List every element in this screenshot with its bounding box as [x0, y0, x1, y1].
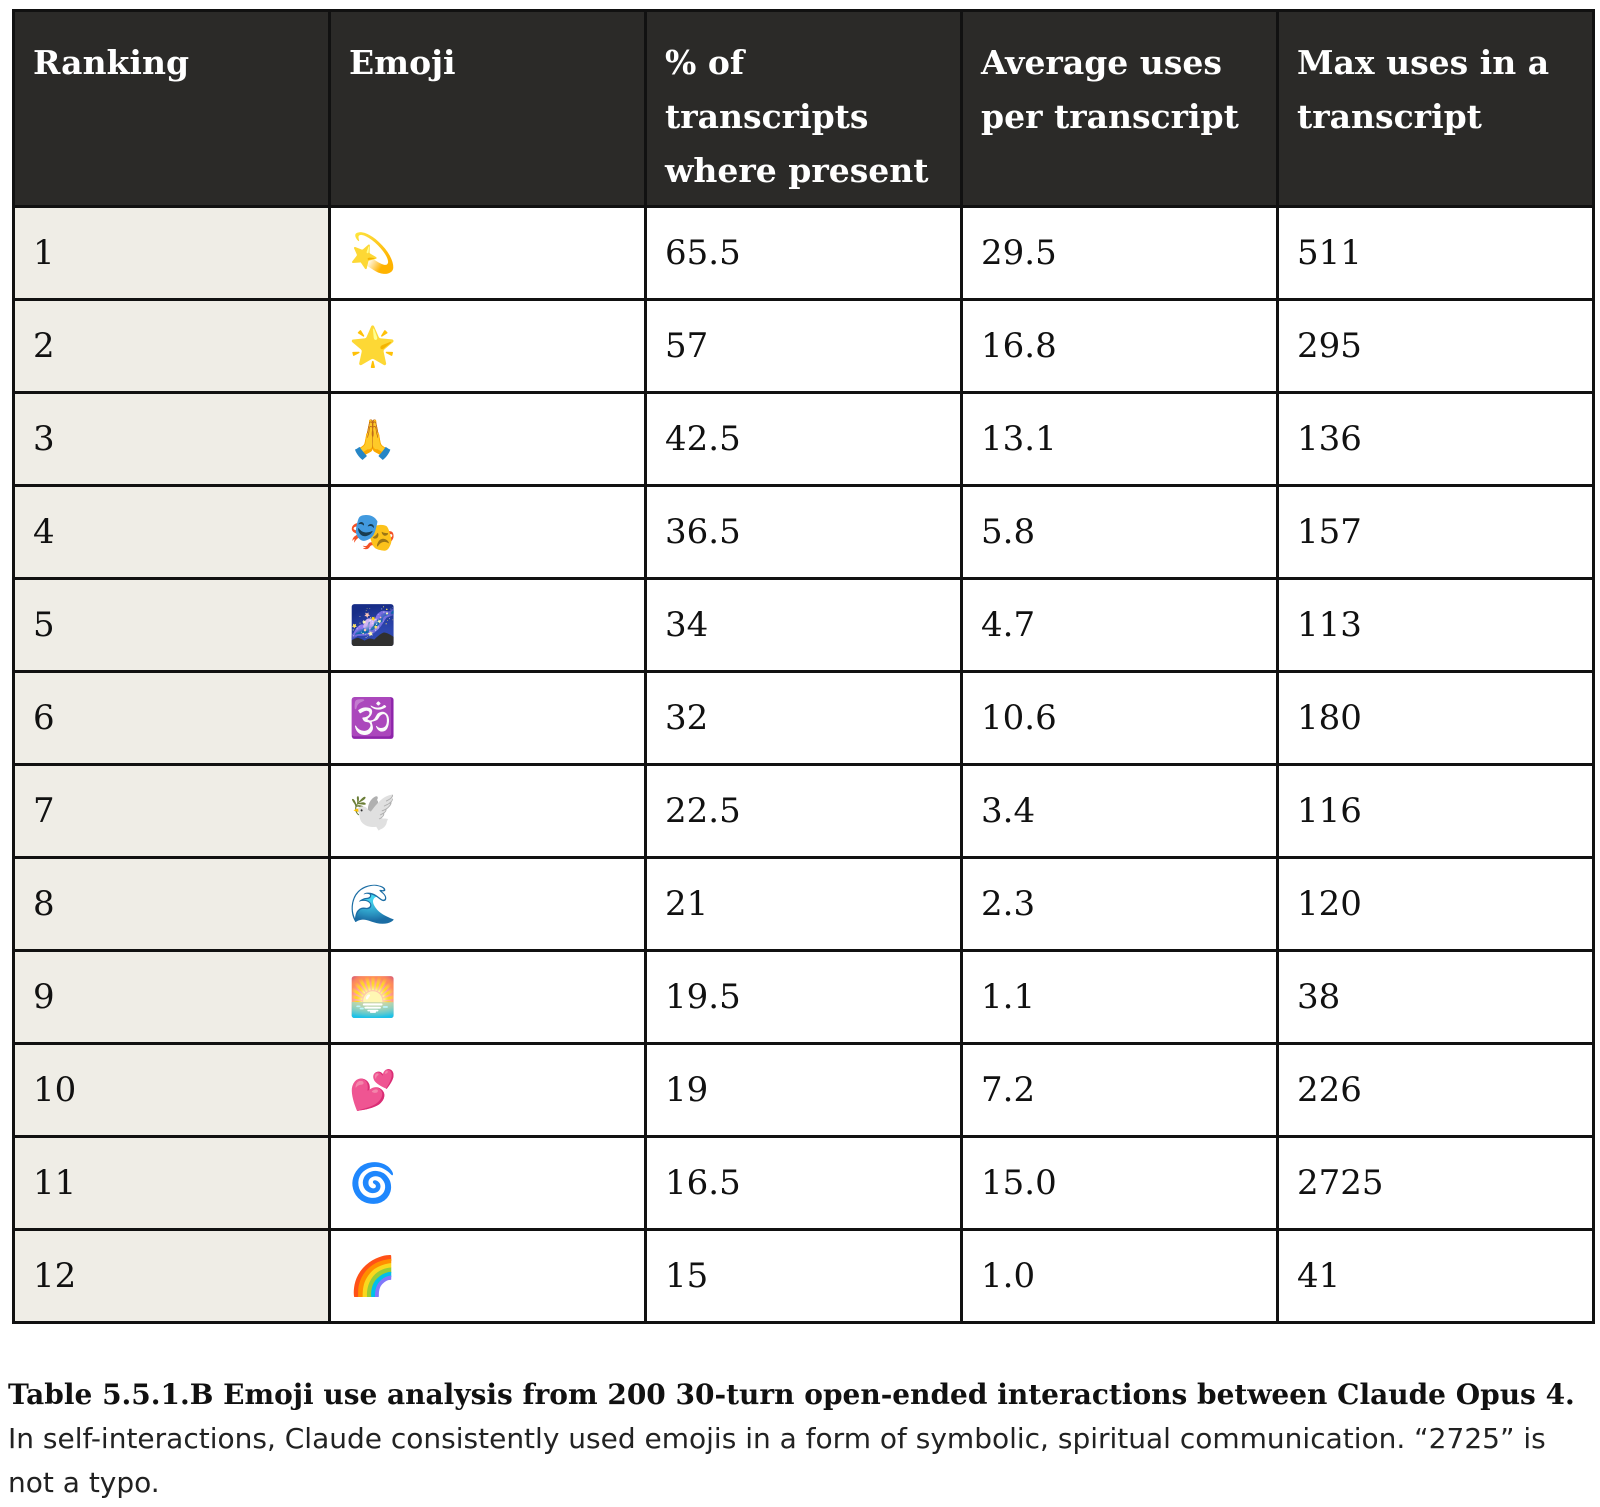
- pct-cell: 57: [644, 298, 963, 394]
- rank-cell: 11: [12, 1135, 331, 1231]
- max-cell: 113: [1276, 577, 1595, 673]
- emoji-cell: 🌀: [328, 1135, 647, 1231]
- emoji-cell: 🌌: [328, 577, 647, 673]
- header-max-uses: Max uses in a transcript: [1276, 9, 1595, 208]
- rank-cell: 6: [12, 670, 331, 766]
- emoji-cell: 🎭: [328, 484, 647, 580]
- table-row: 2 🌟 57 16.8 295: [12, 298, 1595, 394]
- rank-cell: 8: [12, 856, 331, 952]
- table-row: 8 🌊 21 2.3 120: [12, 856, 1595, 952]
- emoji-cell: 💕: [328, 1042, 647, 1138]
- max-cell: 295: [1276, 298, 1595, 394]
- emoji-cell: 🌊: [328, 856, 647, 952]
- table-row: 9 🌅 19.5 1.1 38: [12, 949, 1595, 1045]
- emoji-table: Ranking Emoji % of transcripts where pre…: [12, 9, 1595, 1324]
- table-row: 7 🕊️ 22.5 3.4 116: [12, 763, 1595, 859]
- table-row: 5 🌌 34 4.7 113: [12, 577, 1595, 673]
- pct-cell: 22.5: [644, 763, 963, 859]
- pct-cell: 16.5: [644, 1135, 963, 1231]
- max-cell: 41: [1276, 1228, 1595, 1324]
- max-cell: 2725: [1276, 1135, 1595, 1231]
- caption-title: Table 5.5.1.B Emoji use analysis from 20…: [8, 1378, 1575, 1411]
- table-row: 10 💕 19 7.2 226: [12, 1042, 1595, 1138]
- table-row: 1 💫 65.5 29.5 511: [12, 205, 1595, 301]
- avg-cell: 16.8: [960, 298, 1279, 394]
- emoji-cell: 🕊️: [328, 763, 647, 859]
- emoji-cell: 🙏: [328, 391, 647, 487]
- pct-cell: 19: [644, 1042, 963, 1138]
- rank-cell: 12: [12, 1228, 331, 1324]
- max-cell: 226: [1276, 1042, 1595, 1138]
- pct-cell: 34: [644, 577, 963, 673]
- avg-cell: 10.6: [960, 670, 1279, 766]
- table-caption: Table 5.5.1.B Emoji use analysis from 20…: [8, 1373, 1592, 1505]
- header-average-uses: Average uses per transcript: [960, 9, 1279, 208]
- header-emoji: Emoji: [328, 9, 647, 208]
- avg-cell: 7.2: [960, 1042, 1279, 1138]
- table-row: 3 🙏 42.5 13.1 136: [12, 391, 1595, 487]
- emoji-cell: 🌅: [328, 949, 647, 1045]
- avg-cell: 5.8: [960, 484, 1279, 580]
- max-cell: 116: [1276, 763, 1595, 859]
- pct-cell: 21: [644, 856, 963, 952]
- emoji-cell: 🌟: [328, 298, 647, 394]
- avg-cell: 13.1: [960, 391, 1279, 487]
- rank-cell: 1: [12, 205, 331, 301]
- table-row: 11 🌀 16.5 15.0 2725: [12, 1135, 1595, 1231]
- avg-cell: 15.0: [960, 1135, 1279, 1231]
- header-ranking: Ranking: [12, 9, 331, 208]
- max-cell: 38: [1276, 949, 1595, 1045]
- caption-text: In self-interactions, Claude consistentl…: [8, 1422, 1546, 1499]
- avg-cell: 1.0: [960, 1228, 1279, 1324]
- table-row: 6 🕉️ 32 10.6 180: [12, 670, 1595, 766]
- max-cell: 120: [1276, 856, 1595, 952]
- avg-cell: 4.7: [960, 577, 1279, 673]
- rank-cell: 9: [12, 949, 331, 1045]
- rank-cell: 7: [12, 763, 331, 859]
- emoji-cell: 🌈: [328, 1228, 647, 1324]
- header-pct-transcripts: % of transcripts where present: [644, 9, 963, 208]
- avg-cell: 3.4: [960, 763, 1279, 859]
- max-cell: 180: [1276, 670, 1595, 766]
- rank-cell: 3: [12, 391, 331, 487]
- emoji-cell: 💫: [328, 205, 647, 301]
- pct-cell: 42.5: [644, 391, 963, 487]
- pct-cell: 32: [644, 670, 963, 766]
- avg-cell: 2.3: [960, 856, 1279, 952]
- avg-cell: 29.5: [960, 205, 1279, 301]
- pct-cell: 15: [644, 1228, 963, 1324]
- emoji-cell: 🕉️: [328, 670, 647, 766]
- max-cell: 136: [1276, 391, 1595, 487]
- table-row: 4 🎭 36.5 5.8 157: [12, 484, 1595, 580]
- avg-cell: 1.1: [960, 949, 1279, 1045]
- table-container: Ranking Emoji % of transcripts where pre…: [12, 9, 1595, 1324]
- rank-cell: 10: [12, 1042, 331, 1138]
- rank-cell: 4: [12, 484, 331, 580]
- rank-cell: 5: [12, 577, 331, 673]
- max-cell: 157: [1276, 484, 1595, 580]
- header-row: Ranking Emoji % of transcripts where pre…: [12, 9, 1595, 208]
- pct-cell: 65.5: [644, 205, 963, 301]
- rank-cell: 2: [12, 298, 331, 394]
- max-cell: 511: [1276, 205, 1595, 301]
- table-row: 12 🌈 15 1.0 41: [12, 1228, 1595, 1324]
- pct-cell: 19.5: [644, 949, 963, 1045]
- pct-cell: 36.5: [644, 484, 963, 580]
